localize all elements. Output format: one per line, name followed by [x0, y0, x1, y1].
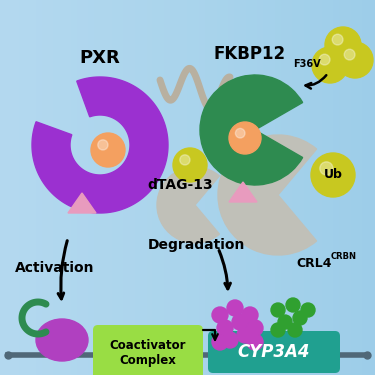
Text: Ub: Ub	[324, 168, 342, 182]
Text: Activation: Activation	[15, 261, 94, 275]
Circle shape	[312, 47, 348, 83]
Circle shape	[288, 323, 302, 337]
Text: Coactivator
Complex: Coactivator Complex	[110, 339, 186, 367]
Circle shape	[242, 307, 258, 323]
Ellipse shape	[36, 319, 88, 361]
Circle shape	[319, 54, 330, 65]
Circle shape	[237, 327, 253, 343]
Polygon shape	[68, 193, 96, 213]
Circle shape	[236, 128, 245, 138]
Text: dTAG-13: dTAG-13	[147, 178, 213, 192]
Circle shape	[212, 334, 228, 350]
Circle shape	[337, 42, 373, 78]
Circle shape	[217, 320, 233, 336]
Circle shape	[173, 148, 207, 182]
Circle shape	[232, 314, 248, 330]
Circle shape	[301, 303, 315, 317]
Circle shape	[271, 303, 285, 317]
Circle shape	[222, 332, 238, 348]
Text: CRBN: CRBN	[331, 252, 357, 261]
Wedge shape	[157, 167, 219, 243]
Circle shape	[311, 153, 355, 197]
Circle shape	[227, 300, 243, 316]
Circle shape	[332, 34, 343, 45]
Circle shape	[320, 162, 333, 175]
Circle shape	[247, 320, 263, 336]
Circle shape	[212, 307, 228, 323]
Circle shape	[229, 122, 261, 154]
FancyBboxPatch shape	[208, 331, 340, 373]
Text: FKBP12: FKBP12	[214, 45, 286, 63]
FancyBboxPatch shape	[93, 325, 203, 375]
Text: CRL4: CRL4	[296, 257, 332, 270]
Circle shape	[180, 155, 190, 165]
Circle shape	[271, 323, 285, 337]
Circle shape	[293, 311, 307, 325]
Polygon shape	[32, 77, 168, 213]
Text: PXR: PXR	[80, 49, 120, 67]
Circle shape	[278, 315, 292, 329]
Text: F36V: F36V	[293, 59, 321, 69]
Wedge shape	[218, 135, 316, 255]
Wedge shape	[200, 75, 303, 185]
Text: CYP3A4: CYP3A4	[238, 343, 310, 361]
Circle shape	[247, 334, 263, 350]
Polygon shape	[229, 182, 257, 202]
Circle shape	[98, 140, 108, 150]
Text: Degradation: Degradation	[148, 238, 245, 252]
Circle shape	[91, 133, 125, 167]
Circle shape	[325, 27, 361, 63]
Circle shape	[344, 49, 355, 60]
Circle shape	[286, 298, 300, 312]
